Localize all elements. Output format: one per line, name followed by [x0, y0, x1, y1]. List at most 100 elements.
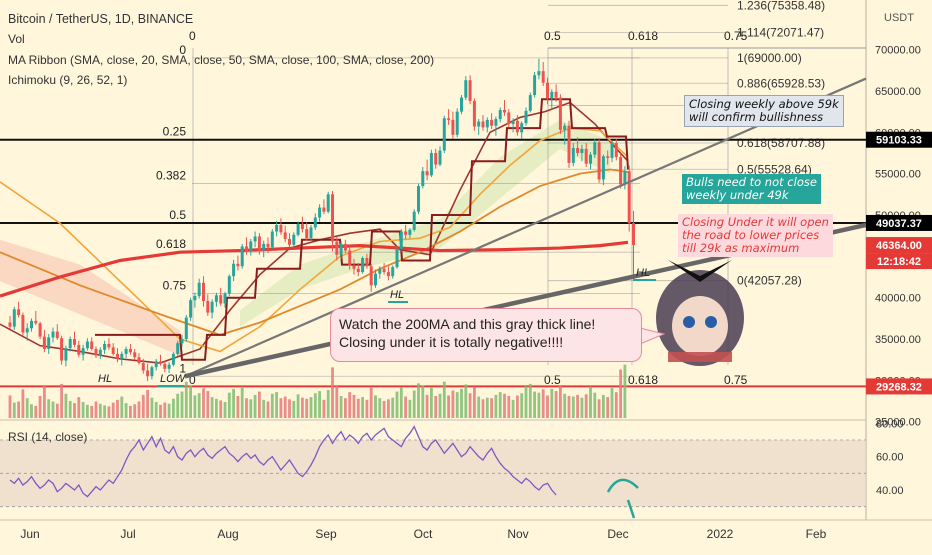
candle-body [318, 207, 322, 218]
candle-body [214, 295, 218, 302]
candle-body [331, 194, 334, 242]
volume-bar [434, 396, 438, 418]
fib-time-label-bottom: 0 [189, 373, 196, 387]
volume-bar [116, 399, 119, 418]
volume-bar [576, 394, 579, 418]
volume-bar [563, 393, 567, 418]
fib-time-label-top: 0.5 [544, 29, 561, 43]
volume-bar [619, 369, 622, 418]
candle-body [511, 120, 515, 125]
volume-bar [511, 399, 515, 418]
candle-body [94, 348, 98, 356]
volume-bar [361, 397, 364, 418]
candle-body [455, 111, 459, 135]
fib-extension-label: 1.236(75358.48) [737, 0, 825, 12]
candle-body [305, 229, 309, 239]
volume-bar [451, 390, 455, 418]
volume-bar [348, 392, 352, 418]
candle-body [425, 171, 429, 176]
volume-bar [425, 394, 429, 418]
candle-body [68, 339, 72, 349]
candle-body [202, 282, 205, 301]
trendline-thin [184, 77, 867, 378]
time-tick-label: 2022 [707, 527, 734, 541]
candle-body [554, 91, 558, 98]
candle-body [288, 238, 291, 245]
candle-body [223, 293, 227, 304]
volume-bar [111, 402, 115, 418]
fib-retracement-label: 1 [179, 361, 186, 375]
volume-bar [537, 392, 541, 418]
candle-body [189, 300, 193, 318]
volume-bar [193, 395, 197, 418]
candle-body [313, 217, 317, 228]
candle-body [227, 276, 231, 294]
volume-bar [421, 385, 425, 418]
candle-body [90, 341, 94, 349]
time-tick-label: Jul [120, 527, 135, 541]
candle-body [120, 353, 124, 359]
volume-bar [51, 401, 55, 418]
candle-body [30, 320, 33, 329]
candle-body [111, 347, 115, 354]
candle-body [85, 341, 89, 349]
volume-bar [550, 388, 554, 418]
candle-body [391, 267, 395, 277]
candle-body [434, 152, 438, 165]
fib-retracement-label: 0.618 [156, 237, 186, 251]
volume-bar [197, 393, 201, 418]
fib-retracement-label: 0.382 [156, 169, 186, 183]
candle-body [614, 143, 618, 158]
candle-body [382, 268, 386, 273]
candle-body [309, 227, 313, 239]
volume-bar [275, 392, 278, 418]
candle-body [417, 186, 420, 212]
volume-bar [236, 396, 240, 418]
volume-bar [589, 386, 592, 418]
volume-bar [266, 401, 270, 418]
volume-bar [21, 389, 25, 418]
speech-bubble-warning: Watch the 200MA and this gray thick line… [330, 308, 642, 362]
candle-body [468, 80, 472, 101]
volume-bar [498, 392, 502, 418]
volume-bar [430, 387, 433, 418]
volume-bar [146, 389, 149, 418]
volume-bar [133, 404, 137, 418]
candle-body [275, 224, 279, 232]
rsi-tick-label: 80.00 [876, 418, 904, 430]
volume-bar [584, 394, 588, 418]
rsi-tick-label: 60.00 [876, 452, 904, 464]
volume-bar [279, 398, 283, 418]
volume-bar [369, 387, 373, 418]
volume-bar [43, 386, 46, 418]
time-tick-label: Jun [20, 527, 39, 541]
volume-bar [335, 386, 339, 418]
volume-bar [606, 397, 610, 418]
volume-bar [288, 399, 291, 418]
volume-bar [90, 405, 94, 418]
volume-bar [313, 393, 317, 418]
price-tick-label: 65000.00 [875, 86, 921, 98]
candle-body [395, 248, 399, 268]
candle-body [240, 246, 244, 267]
volume-bar [129, 405, 132, 418]
volume-bar [107, 406, 111, 418]
ichimoku-cloud-bullish [240, 119, 610, 327]
volume-bar [219, 400, 223, 418]
candle-body [296, 224, 300, 235]
candle-body [472, 100, 476, 127]
candle-body [257, 236, 261, 251]
candle-body [154, 361, 158, 368]
volume-bar [382, 400, 386, 418]
candle-body [180, 339, 184, 344]
candle-body [146, 370, 150, 377]
candle-body [546, 82, 549, 99]
volume-bar [477, 396, 481, 418]
fib-extension-label: 1(69000.00) [737, 51, 802, 65]
candle-body [533, 75, 537, 96]
volume-bar [339, 396, 343, 418]
candle-body [34, 320, 38, 324]
candle-body [38, 323, 42, 337]
volume-bar [305, 398, 309, 418]
